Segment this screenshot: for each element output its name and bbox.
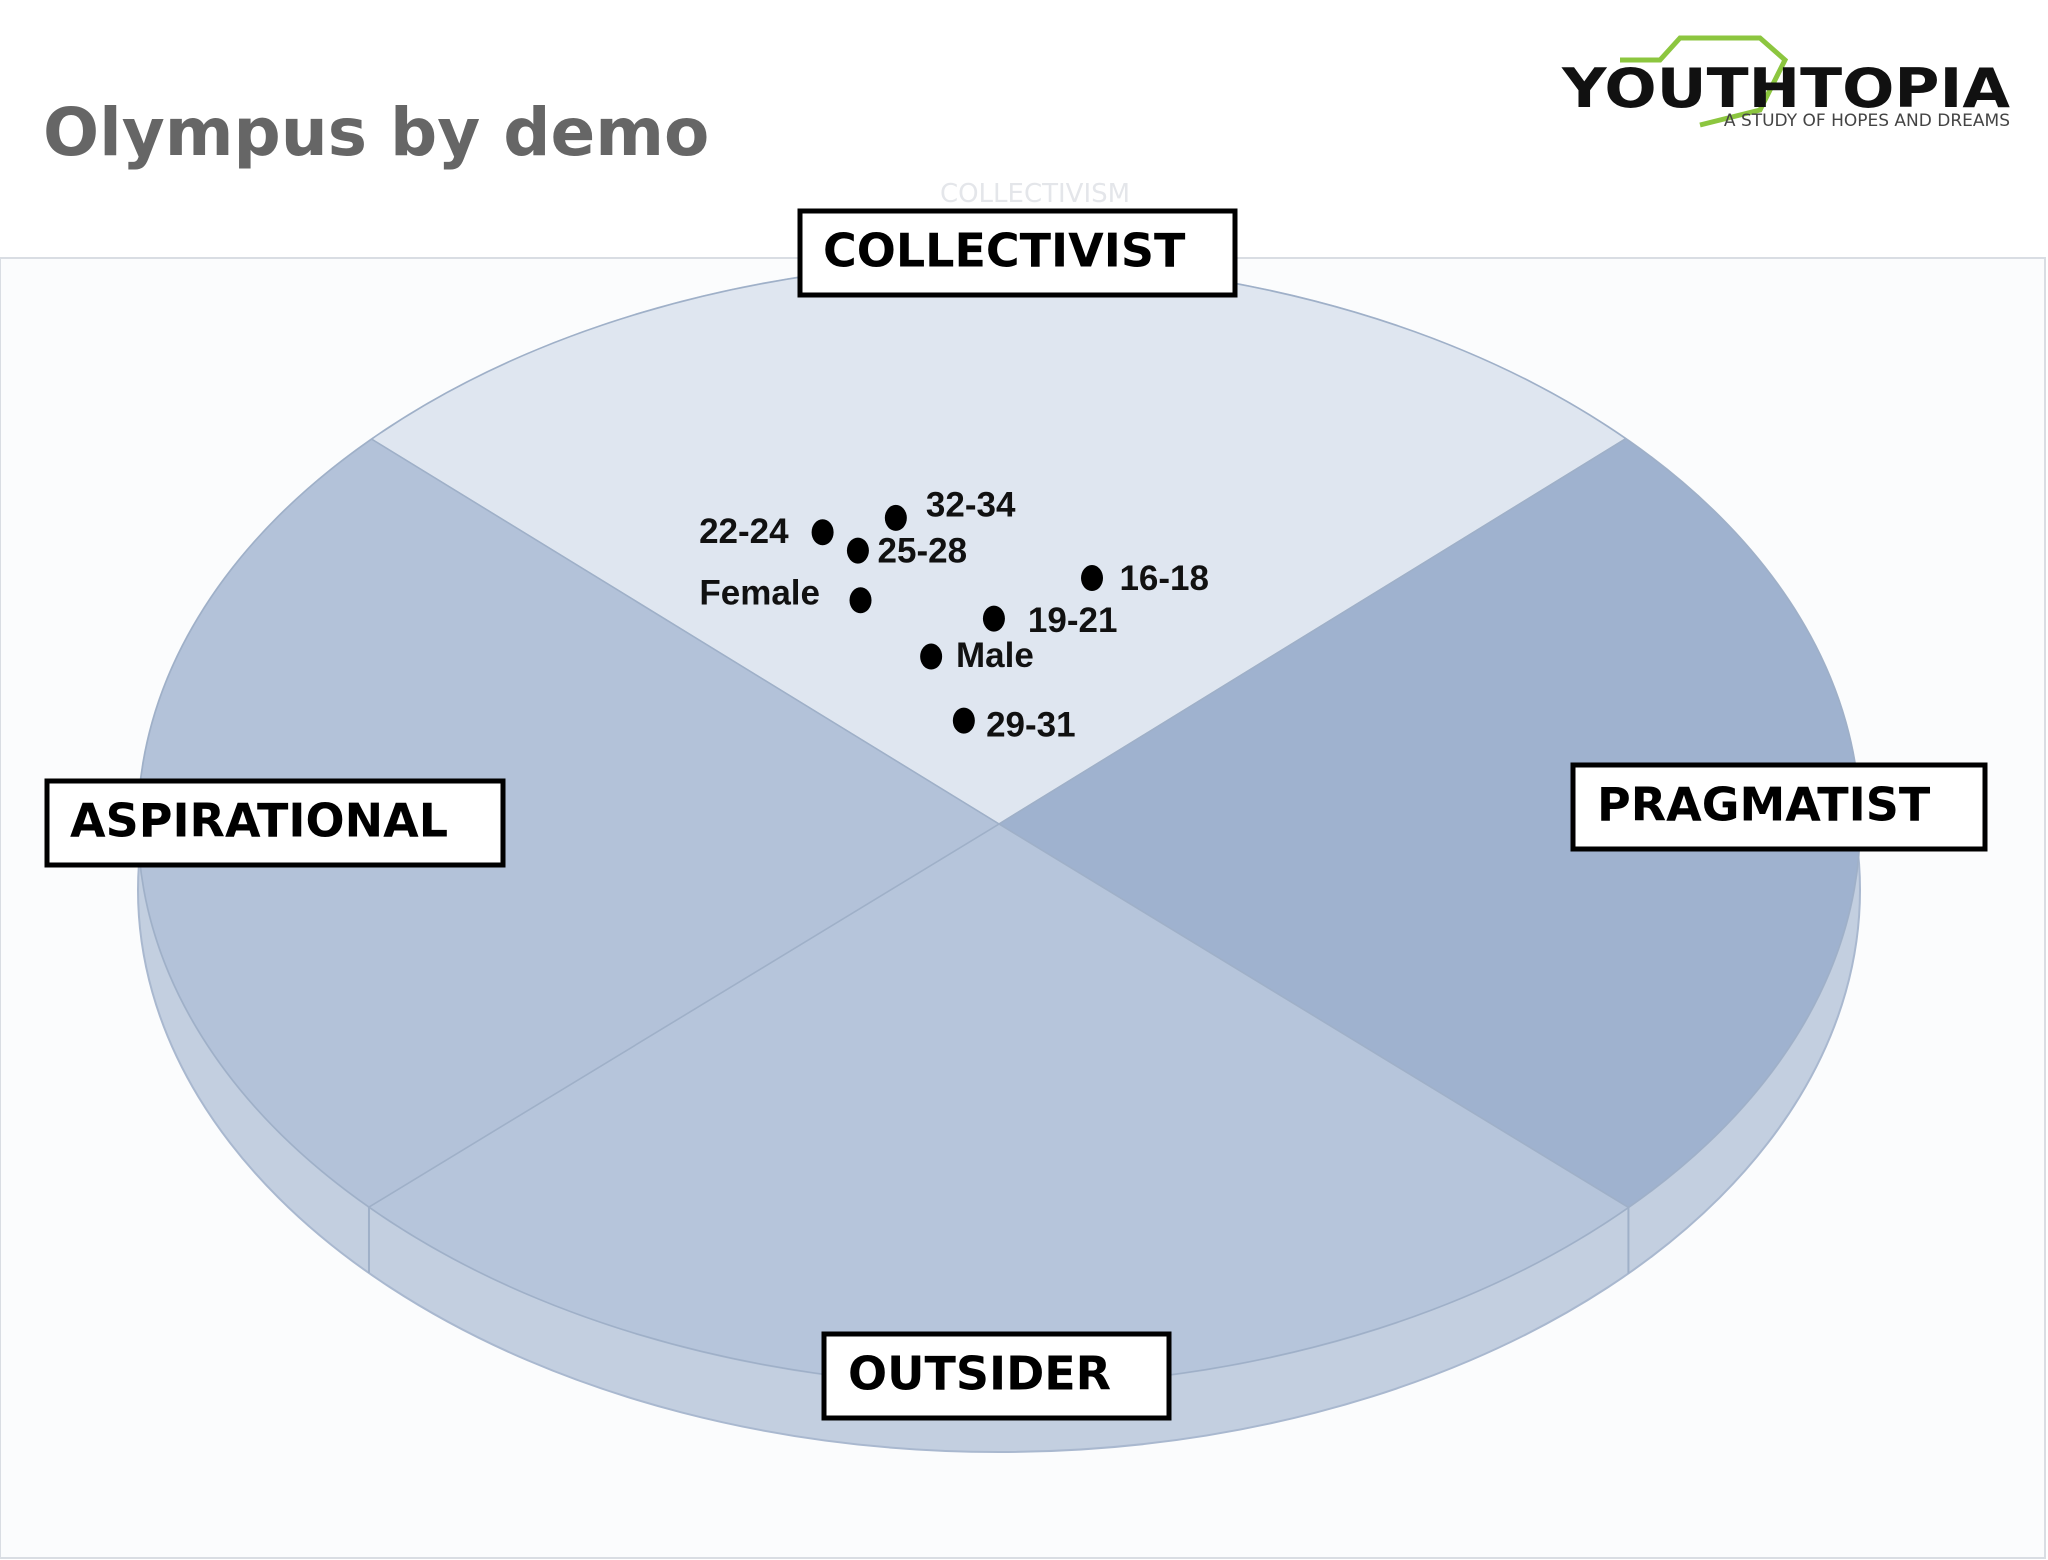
point-dot xyxy=(1081,565,1104,592)
point-label: 19-21 xyxy=(1028,601,1118,640)
point-dot xyxy=(849,587,872,614)
point-dot xyxy=(884,504,907,531)
quadrant-box xyxy=(797,208,1238,298)
point-dot xyxy=(920,643,943,670)
logo-decoration xyxy=(1620,35,1789,128)
quadrant-label: OUTSIDER xyxy=(848,1347,1111,1401)
slide-title: Olympus by demo xyxy=(43,94,709,171)
point-label: 25-28 xyxy=(878,531,968,570)
point-label: 22-24 xyxy=(699,512,789,551)
point-dot xyxy=(811,519,834,546)
quadrant-label: COLLECTIVIST xyxy=(823,224,1186,278)
logo-name: YOUTHTOPIA xyxy=(1561,57,2010,120)
point-label: 29-31 xyxy=(986,705,1076,744)
quadrant-box xyxy=(821,1331,1172,1421)
quadrant-box xyxy=(1570,762,1988,852)
point-dot xyxy=(982,605,1005,632)
point-label: 32-34 xyxy=(926,486,1016,525)
point-label: 16-18 xyxy=(1119,559,1209,598)
quadrant-label: PRAGMATIST xyxy=(1597,778,1931,832)
logo-tagline: A STUDY OF HOPES AND DREAMS xyxy=(1724,111,2010,131)
quadrant-box xyxy=(44,778,506,868)
point-label: Female xyxy=(699,573,820,612)
point-label: Male xyxy=(956,636,1034,675)
point-dot xyxy=(952,707,975,734)
point-dot xyxy=(846,537,869,564)
disk-edge xyxy=(367,1207,1630,1274)
disk xyxy=(137,261,1861,1453)
quadrant-label: ASPIRATIONAL xyxy=(70,794,448,848)
watermark: COLLECTIVISM xyxy=(940,179,1130,209)
